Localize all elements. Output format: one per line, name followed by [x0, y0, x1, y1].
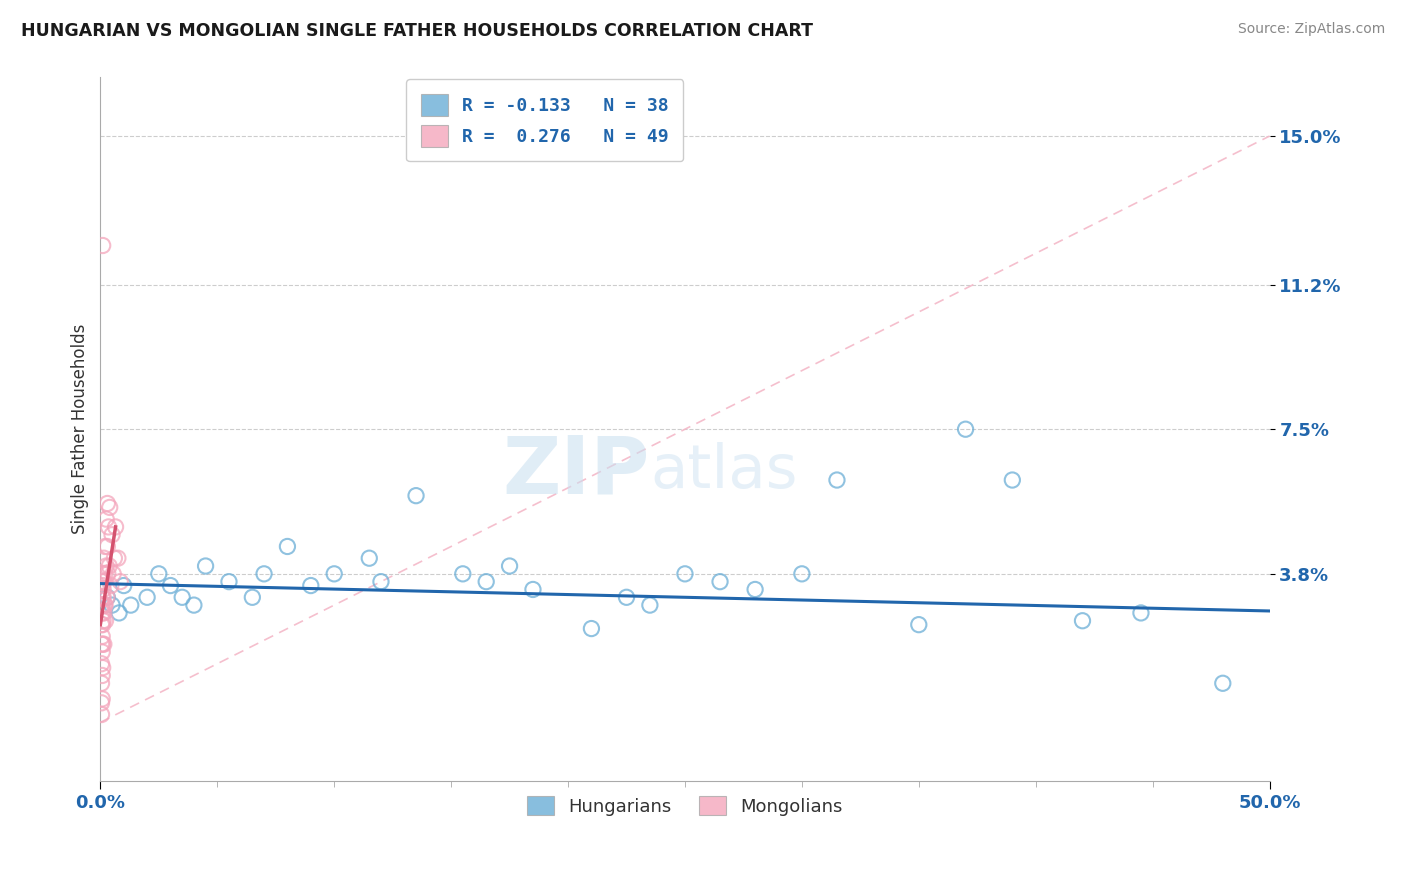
Point — [323, 566, 346, 581]
Y-axis label: Single Father Households: Single Father Households — [72, 324, 89, 534]
Legend: Hungarians, Mongolians: Hungarians, Mongolians — [517, 788, 852, 825]
Point — [108, 606, 131, 620]
Point — [616, 591, 638, 605]
Point — [96, 591, 118, 605]
Point — [405, 489, 427, 503]
Point — [91, 629, 114, 643]
Point — [96, 512, 118, 526]
Point — [276, 540, 298, 554]
Point — [90, 707, 112, 722]
Point — [94, 614, 117, 628]
Point — [91, 660, 114, 674]
Point — [94, 540, 117, 554]
Text: atlas: atlas — [650, 442, 797, 501]
Point — [98, 500, 121, 515]
Point — [90, 617, 112, 632]
Point — [240, 591, 263, 605]
Point — [91, 645, 114, 659]
Point — [94, 566, 117, 581]
Point — [93, 606, 115, 620]
Point — [172, 591, 194, 605]
Point — [93, 598, 115, 612]
Point — [91, 591, 114, 605]
Point — [359, 551, 381, 566]
Point — [148, 566, 170, 581]
Point — [97, 520, 120, 534]
Point — [744, 582, 766, 597]
Point — [91, 574, 114, 589]
Point — [91, 617, 114, 632]
Point — [96, 540, 118, 554]
Text: Source: ZipAtlas.com: Source: ZipAtlas.com — [1237, 22, 1385, 37]
Point — [104, 520, 127, 534]
Point — [97, 566, 120, 581]
Point — [159, 578, 181, 592]
Point — [475, 574, 498, 589]
Point — [1071, 614, 1094, 628]
Point — [90, 696, 112, 710]
Point — [253, 566, 276, 581]
Point — [93, 574, 115, 589]
Point — [91, 591, 114, 605]
Point — [90, 598, 112, 612]
Point — [183, 598, 205, 612]
Point — [91, 614, 114, 628]
Point — [110, 574, 132, 589]
Point — [825, 473, 848, 487]
Point — [96, 591, 118, 605]
Point — [120, 598, 142, 612]
Point — [91, 668, 114, 682]
Point — [299, 578, 322, 592]
Point — [90, 676, 112, 690]
Point — [638, 598, 661, 612]
Point — [101, 527, 124, 541]
Point — [91, 598, 114, 612]
Point — [101, 598, 124, 612]
Text: ZIP: ZIP — [502, 433, 650, 510]
Point — [790, 566, 813, 581]
Point — [90, 637, 112, 651]
Point — [112, 578, 135, 592]
Point — [709, 574, 731, 589]
Point — [1129, 606, 1152, 620]
Point — [94, 598, 117, 612]
Point — [218, 574, 240, 589]
Point — [91, 238, 114, 252]
Point — [91, 692, 114, 706]
Point — [370, 574, 392, 589]
Text: HUNGARIAN VS MONGOLIAN SINGLE FATHER HOUSEHOLDS CORRELATION CHART: HUNGARIAN VS MONGOLIAN SINGLE FATHER HOU… — [21, 22, 813, 40]
Point — [451, 566, 474, 581]
Point — [907, 617, 929, 632]
Point — [91, 578, 114, 592]
Point — [581, 622, 603, 636]
Point — [91, 637, 114, 651]
Point — [1001, 473, 1024, 487]
Point — [955, 422, 977, 436]
Point — [1212, 676, 1234, 690]
Point — [100, 578, 122, 592]
Point — [194, 559, 217, 574]
Point — [103, 566, 125, 581]
Point — [136, 591, 159, 605]
Point — [91, 606, 114, 620]
Point — [91, 582, 114, 597]
Point — [93, 637, 115, 651]
Point — [673, 566, 696, 581]
Point — [498, 559, 520, 574]
Point — [522, 582, 544, 597]
Point — [91, 566, 114, 581]
Point — [107, 551, 129, 566]
Point — [90, 657, 112, 671]
Point — [96, 559, 118, 574]
Point — [103, 551, 125, 566]
Point — [93, 551, 115, 566]
Point — [96, 496, 118, 510]
Point — [98, 559, 121, 574]
